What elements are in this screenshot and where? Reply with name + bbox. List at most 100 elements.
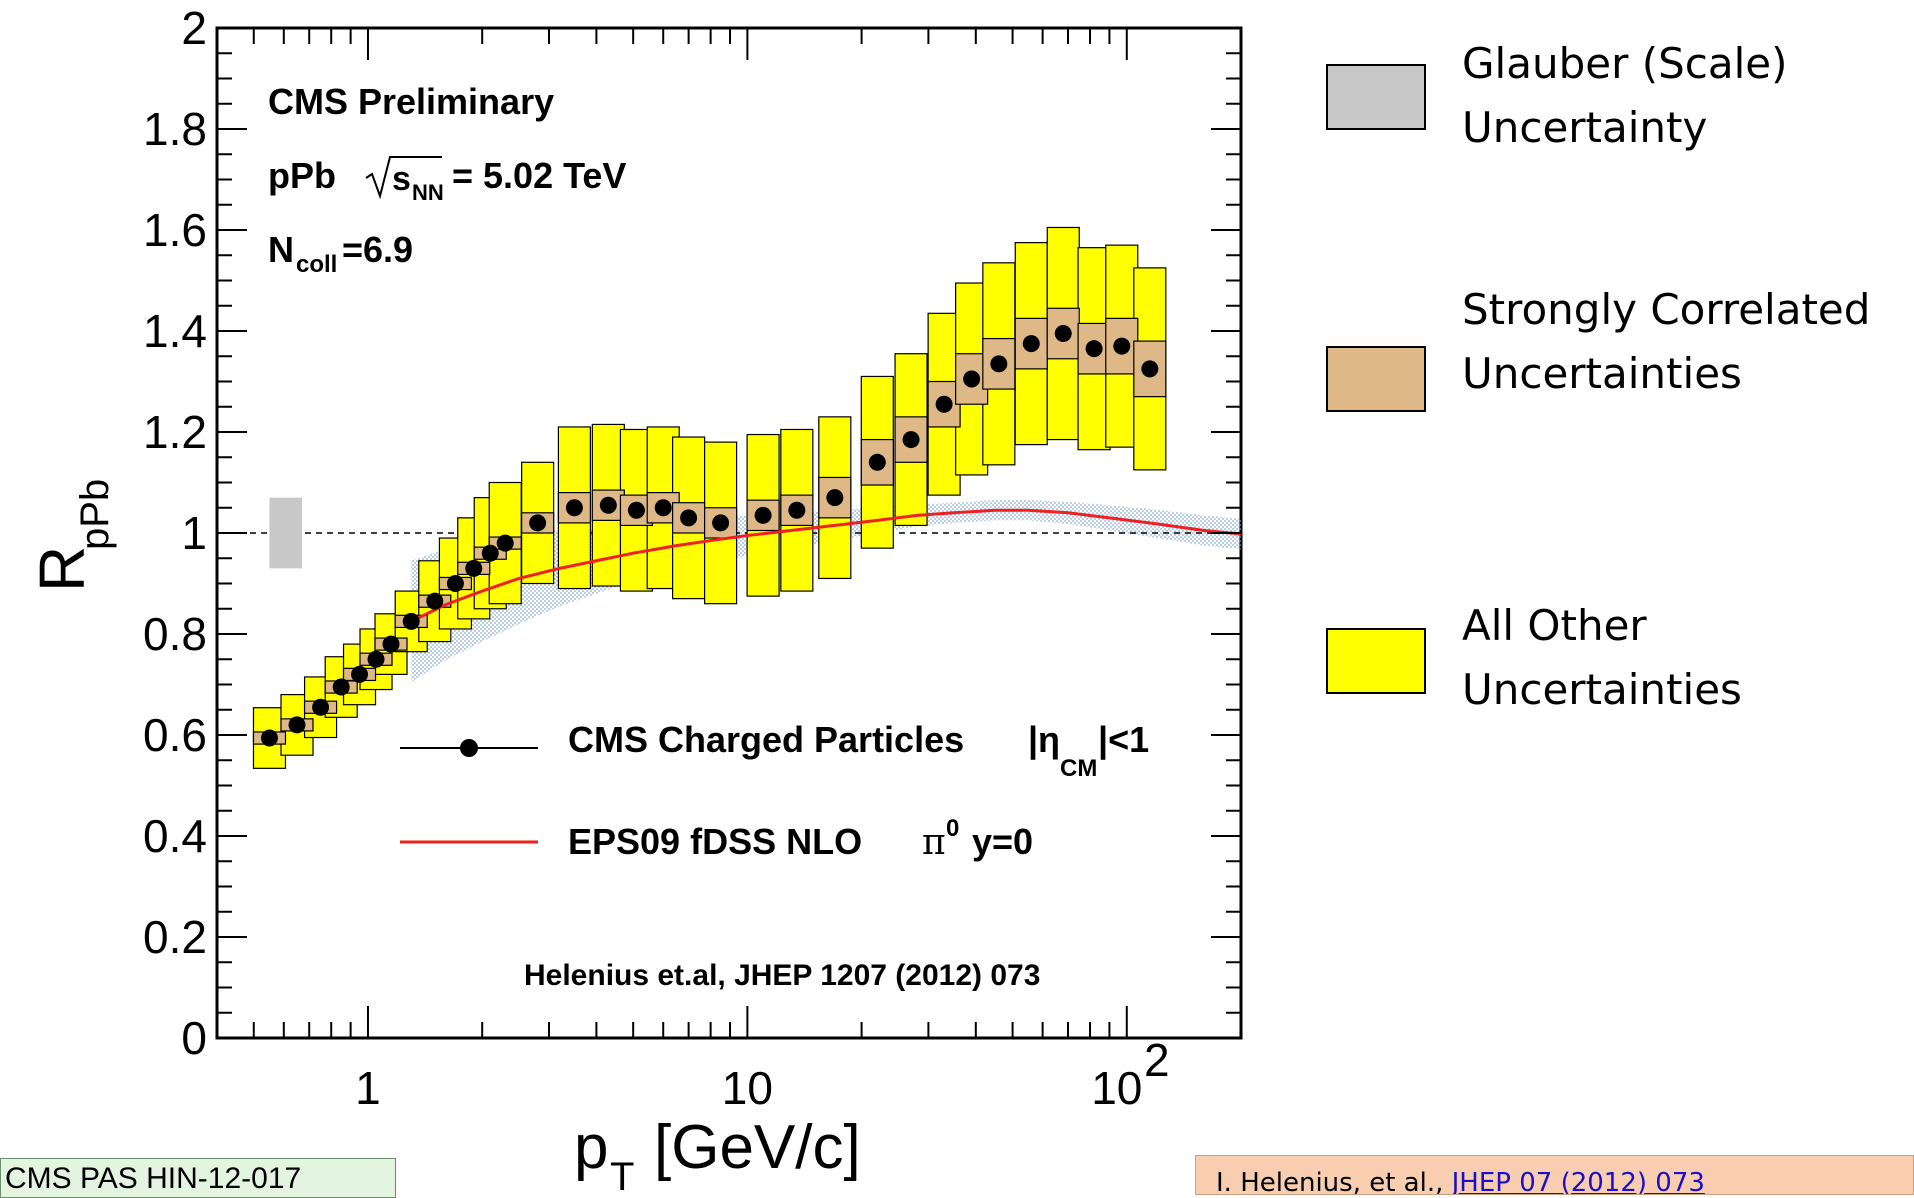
- legend-other-label: All Other Uncertainties: [1462, 601, 1742, 714]
- legend-glauber-swatch: [1326, 64, 1426, 130]
- y-tick-label: 1.6: [143, 204, 207, 256]
- data-point: [351, 665, 369, 683]
- data-point: [1113, 337, 1131, 355]
- sqrt-sign: [365, 156, 442, 200]
- y-tick-label: 0.2: [143, 911, 207, 963]
- data-point: [826, 489, 844, 507]
- data-point: [654, 499, 672, 517]
- annotation-experiment: CMS Preliminary: [268, 81, 554, 122]
- y-tick-label: 1.4: [143, 305, 207, 357]
- data-points: [260, 325, 1159, 747]
- y-tick-label: 0: [181, 1012, 207, 1064]
- x-tick-label: 10: [722, 1062, 773, 1114]
- reference-cms-pas: CMS PAS HIN-12-017: [0, 1158, 396, 1198]
- data-point: [868, 453, 886, 471]
- data-point: [465, 559, 483, 577]
- legend-cms-label: CMS Charged Particles: [568, 719, 964, 760]
- eps09-curve: [410, 508, 1241, 623]
- data-point: [712, 514, 730, 532]
- data-point: [902, 431, 920, 449]
- data-point: [627, 501, 645, 519]
- legend-strong-label: Strongly Correlated Uncertainties: [1462, 285, 1871, 398]
- data-point: [446, 575, 464, 592]
- reference-helenius-link[interactable]: JHEP 07 (2012) 073: [1451, 1168, 1705, 1195]
- data-point: [496, 534, 514, 552]
- data-point: [963, 370, 981, 388]
- annotation-coll-subscript: coll: [296, 251, 337, 278]
- data-point: [990, 355, 1008, 373]
- legend-rapidity: y=0: [972, 821, 1033, 862]
- legend-eps09-label: EPS09 fDSS NLO: [568, 821, 862, 862]
- annotation-citation: Helenius et.al, JHEP 1207 (2012) 073: [524, 959, 1040, 992]
- legend-pi-superscript: 0: [946, 815, 959, 842]
- strong-uncertainty-box: [557, 492, 592, 524]
- annotation-ncoll-group: N coll =6.9: [268, 229, 413, 278]
- annotation-energy: = 5.02 TeV: [452, 155, 626, 196]
- x-axis-title-p: p: [574, 1113, 608, 1182]
- data-point: [312, 698, 330, 716]
- y-tick-label: 2: [181, 2, 207, 54]
- data-point: [402, 612, 420, 630]
- y-axis-title-subscript: pPb: [73, 479, 117, 550]
- legend-glauber-label: Glauber (Scale) Uncertainty: [1462, 39, 1788, 152]
- legend-cms-marker: [460, 739, 478, 757]
- data-point: [481, 544, 499, 562]
- x-axis-title-subscript: T: [610, 1155, 634, 1193]
- data-point: [1022, 335, 1040, 353]
- annotation-n-symbol: N: [268, 229, 294, 270]
- reference-helenius-text: I. Helenius, et al.,: [1216, 1168, 1452, 1195]
- strong-uncertainty-box: [1014, 317, 1048, 370]
- annotation-energy-group: pPb s NN = 5.02 TeV: [268, 155, 626, 205]
- y-tick-label: 1.2: [143, 406, 207, 458]
- data-point: [382, 635, 400, 653]
- y-tick-label: 1: [181, 507, 207, 559]
- legend-eta-cut: |<1: [1098, 719, 1149, 761]
- glauber-uncertainty-box: [269, 497, 302, 569]
- x-tick-label: 1: [355, 1062, 381, 1114]
- y-tick-label: 0.6: [143, 709, 207, 761]
- data-point: [935, 395, 953, 413]
- legend-strong-swatch: [1326, 346, 1426, 412]
- data-point: [1141, 360, 1159, 378]
- x-tick-label-exponent: 2: [1144, 1034, 1170, 1086]
- data-point: [754, 506, 772, 524]
- data-point: [788, 501, 806, 519]
- data-point: [599, 496, 617, 514]
- eps09-line: [410, 508, 1241, 623]
- reference-helenius: I. Helenius, et al., JHEP 07 (2012) 073: [1195, 1155, 1914, 1195]
- data-point: [332, 678, 350, 696]
- annotation-nn-subscript: NN: [412, 180, 444, 205]
- y-tick-label: 0.8: [143, 608, 207, 660]
- strong-uncertainty-box: [1077, 322, 1111, 375]
- annotation-ncoll: =6.9: [342, 229, 413, 270]
- axis-ticks: 00.20.40.60.811.21.41.61.821 10 102: [143, 2, 1242, 1114]
- in-plot-legend: CMS Charged Particles | η CM |<1 EPS09 f…: [400, 719, 1149, 863]
- y-tick-label: 1.8: [143, 103, 207, 155]
- legend-cm-subscript: CM: [1060, 755, 1097, 782]
- data-point: [1085, 340, 1103, 358]
- x-axis-title-unit: [GeV/c]: [654, 1113, 861, 1182]
- data-point: [260, 729, 278, 747]
- legend-other-swatch: [1326, 628, 1426, 694]
- data-point: [680, 509, 698, 527]
- annotation-system: pPb: [268, 155, 336, 196]
- legend-pi-symbol: π: [922, 822, 946, 863]
- data-point: [1054, 325, 1072, 343]
- glauber-box: [269, 497, 302, 569]
- legend-eta-bar-left: |: [1028, 719, 1038, 761]
- data-point: [288, 716, 306, 734]
- data-point: [426, 592, 444, 610]
- x-axis-title: p T [GeV/c]: [574, 1113, 861, 1193]
- strong-uncertainty-box: [982, 337, 1016, 390]
- y-axis-title-r: R: [26, 546, 98, 592]
- x-tick-label: 10: [1091, 1062, 1142, 1114]
- annotation-s-symbol: s: [392, 160, 411, 198]
- y-axis-title: R pPb: [26, 479, 117, 592]
- data-point: [529, 514, 547, 532]
- data-point: [367, 650, 385, 668]
- y-tick-label: 0.4: [143, 810, 207, 862]
- other-uncertainty-boxes: [252, 226, 1167, 769]
- strong-uncertainty-box: [894, 416, 928, 463]
- data-point: [565, 499, 583, 517]
